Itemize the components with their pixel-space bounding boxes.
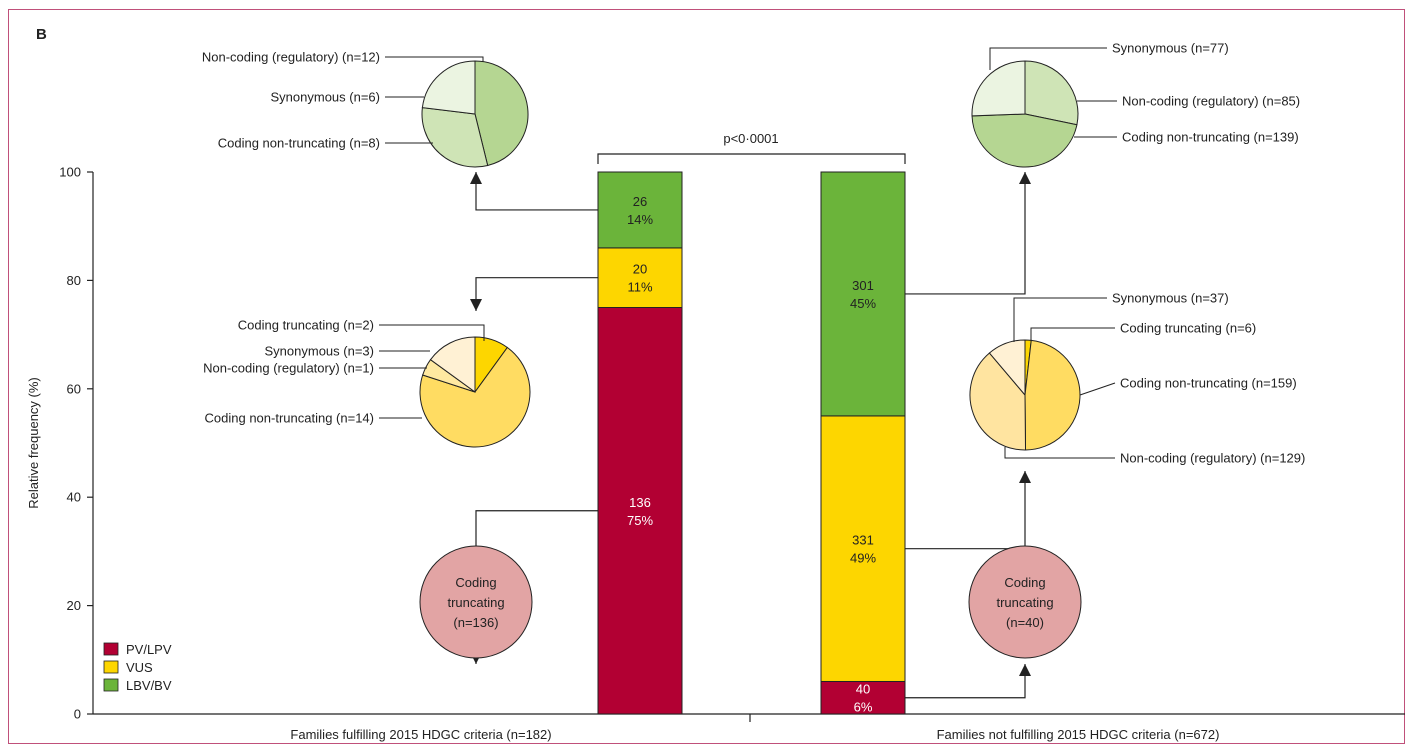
circle-label: (n=136) (453, 615, 498, 630)
pie-slice (971, 113, 1078, 168)
pie-slice (474, 60, 529, 167)
connector-arrow (905, 172, 1031, 295)
figure-frame (8, 9, 1405, 744)
pie-leader-line (989, 47, 1107, 70)
pie-slice-label: Coding non-truncating (n=14) (205, 411, 374, 426)
bar-segment-lbv-bv (597, 171, 683, 249)
bar-count-label: 20 (633, 262, 647, 277)
pie-slice (421, 107, 489, 168)
pie-leader-line (1013, 297, 1107, 342)
connectors-layer (470, 172, 1031, 699)
connector-arrow (470, 277, 598, 311)
pie-slice (419, 346, 531, 448)
legend-label: VUS (126, 660, 153, 675)
coding-truncating-circle (419, 545, 533, 659)
pie-slice-label: Synonymous (n=3) (265, 344, 374, 359)
panel-label: B (36, 26, 47, 43)
y-tick-label: 100 (59, 165, 81, 180)
pie-slice-label: Coding non-truncating (n=139) (1122, 130, 1299, 145)
y-ticks: 0 20 40 60 80 100 (59, 165, 93, 722)
bar-count-label: 136 (629, 495, 651, 510)
pie-slice-label: Non-coding (regulatory) (n=1) (203, 361, 374, 376)
pie-slice-label: Coding non-truncating (n=8) (218, 136, 380, 151)
significance-label: p<0·0001 (723, 131, 778, 146)
pie-leader-line (1004, 447, 1115, 459)
bar-percent-label: 11% (627, 280, 652, 295)
bar-percent-label: 75% (627, 513, 653, 528)
legend-label: LBV/BV (126, 678, 172, 693)
pie-slice (429, 336, 476, 393)
y-tick-label: 0 (74, 707, 81, 722)
circle-label: truncating (447, 595, 504, 610)
pie-slice (971, 60, 1026, 117)
bar-percent-label: 49% (850, 551, 876, 566)
pie-slice-label: Non-coding (regulatory) (n=85) (1122, 94, 1300, 109)
y-tick-label: 60 (67, 381, 81, 396)
legend-label: PV/LPV (126, 642, 172, 657)
y-tick-label: 80 (67, 273, 81, 288)
bar-segment-vus (597, 247, 683, 309)
bar-count-label: 301 (852, 278, 874, 293)
coding-truncating-circle (968, 545, 1082, 659)
bar-percent-label: 6% (854, 700, 873, 715)
pie-slice (421, 60, 476, 115)
legend-swatch (103, 678, 119, 692)
y-axis-label: Relative frequency (%) (26, 377, 41, 509)
pie-slice-label: Synonymous (n=77) (1112, 41, 1229, 56)
circle-label: (n=40) (1006, 615, 1044, 630)
pie-leader-line (1079, 382, 1116, 396)
circles-layer: Coding truncating (n=136) Coding truncating (… (419, 545, 1082, 659)
circle-label: Coding (1004, 575, 1045, 590)
bars-layer: 136 75% 20 11% 26 14% 40 6% 331 49% 301 45% (597, 171, 906, 715)
pie-slice-label: Coding truncating (n=6) (1120, 321, 1256, 336)
connector-arrow (905, 664, 1031, 699)
bar-segment-vus (820, 415, 906, 682)
bar-percent-label: 45% (850, 296, 876, 311)
pie-slice-label: Coding non-truncating (n=159) (1120, 376, 1297, 391)
y-tick-label: 40 (67, 490, 81, 505)
x-category-label-1: Families not fulfilling 2015 HDGC criter… (937, 727, 1220, 742)
pie-slice (1024, 339, 1081, 451)
connector-arrow (470, 172, 598, 211)
circle-label: truncating (996, 595, 1053, 610)
pie-slice (988, 339, 1026, 397)
legend-swatch (103, 660, 119, 674)
y-tick-label: 20 (67, 598, 81, 613)
bar-segment-pv-lpv (597, 307, 683, 715)
pie-slice-label: Non-coding (regulatory) (n=129) (1120, 451, 1305, 466)
connector-arrow (905, 471, 1031, 550)
x-category-label-0: Families fulfilling 2015 HDGC criteria (… (290, 727, 551, 742)
pie-slice-label: Synonymous (n=6) (271, 90, 380, 105)
pie-leader-line (379, 324, 485, 341)
legend-swatch (103, 642, 119, 656)
bar-count-label: 26 (633, 194, 647, 209)
pies-layer: Non-coding (regulatory) (n=12) Coding non… (202, 41, 1305, 466)
bar-count-label: 331 (852, 533, 874, 548)
pie-leader-line (385, 56, 484, 62)
bar-segment-lbv-bv (820, 171, 906, 417)
significance-bracket (597, 153, 906, 164)
pie-slice (1024, 60, 1079, 126)
pie-slice-label: Coding truncating (n=2) (238, 318, 374, 333)
pie-slice-label: Synonymous (n=37) (1112, 291, 1229, 306)
legend: PV/LPV VUS LBV/BV (103, 642, 172, 693)
pie-slice (969, 352, 1027, 451)
pie-leader-line (1030, 327, 1115, 341)
bar-percent-label: 14% (627, 212, 653, 227)
pie-slice-label: Non-coding (regulatory) (n=12) (202, 50, 380, 65)
circle-label: Coding (455, 575, 496, 590)
bar-count-label: 40 (856, 682, 870, 697)
